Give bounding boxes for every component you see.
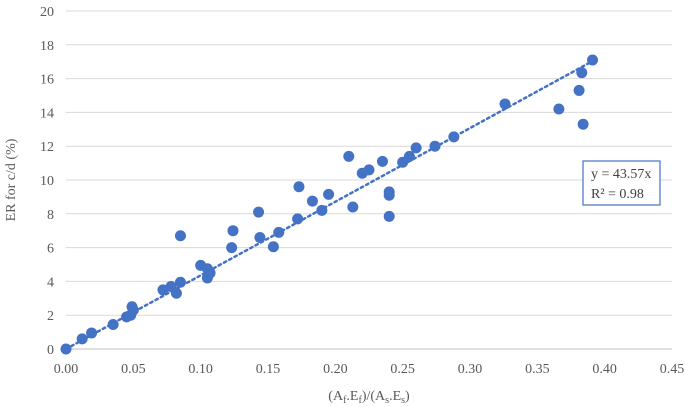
data-point [204, 267, 216, 279]
x-tick-label: 0.20 [323, 362, 348, 377]
y-tick-label: 12 [40, 140, 54, 155]
x-tick-label: 0.00 [54, 362, 79, 377]
data-point [174, 276, 186, 288]
trendline-r2: R² = 0.98 [591, 187, 644, 202]
data-point [499, 98, 511, 110]
data-point [410, 142, 422, 154]
x-tick-labels: 0.00 0.05 0.10 0.15 0.20 0.25 0.30 0.35 0.40 0.45 [54, 362, 685, 377]
data-point [107, 318, 119, 330]
data-point [174, 230, 186, 242]
y-tick-label: 4 [47, 275, 54, 290]
data-point [127, 304, 139, 316]
y-axis-title: ER for c/d (%) [4, 138, 19, 221]
equation-box-border [582, 160, 661, 206]
data-point [227, 225, 239, 237]
trendline-line [64, 60, 593, 351]
data-point [383, 189, 395, 201]
data-point [383, 210, 395, 222]
gridlines [66, 10, 672, 316]
data-point [587, 54, 599, 66]
data-point [403, 150, 415, 162]
y-tick-labels: 0 2 4 6 8 10 12 14 16 18 20 [40, 5, 54, 358]
data-point [343, 150, 355, 162]
x-tick-label: 0.35 [525, 362, 550, 377]
data-point [226, 242, 238, 254]
data-point [306, 195, 318, 207]
data-point [60, 343, 72, 355]
y-tick-label: 14 [40, 106, 54, 121]
data-point [292, 213, 304, 225]
trendline [64, 60, 593, 351]
x-tick-label: 0.45 [660, 362, 685, 377]
x-tick-label: 0.15 [256, 362, 281, 377]
data-point [347, 201, 359, 213]
y-tick-label: 18 [40, 39, 54, 54]
data-point [577, 118, 589, 130]
equation-box: y = 43.57x R² = 0.98 [582, 160, 661, 206]
x-tick-label: 0.10 [188, 362, 213, 377]
data-point [376, 155, 388, 167]
y-tick-label: 16 [40, 73, 54, 88]
data-point [253, 206, 265, 218]
y-tick-label: 2 [47, 309, 54, 324]
trendline-equation: y = 43.57x [591, 167, 651, 182]
y-tick-label: 20 [40, 5, 54, 20]
x-tick-label: 0.30 [458, 362, 483, 377]
data-point [363, 164, 375, 176]
data-point [553, 103, 565, 115]
y-tick-label: 0 [47, 343, 54, 358]
data-point [86, 327, 98, 339]
y-tick-label: 6 [47, 242, 54, 257]
y-tick-label: 8 [47, 208, 54, 223]
x-tick-label: 0.25 [390, 362, 415, 377]
data-points [60, 54, 599, 355]
data-point [76, 333, 88, 345]
x-tick-label: 0.05 [121, 362, 146, 377]
x-tick-label: 0.40 [592, 362, 617, 377]
y-tick-label: 10 [40, 174, 54, 189]
data-point [254, 231, 266, 243]
x-axis-title: (Af.Ef)/(As.Es) [328, 389, 410, 406]
data-point [576, 67, 588, 79]
data-point [429, 140, 441, 152]
data-point [170, 287, 182, 299]
data-point [267, 241, 279, 253]
data-point [273, 226, 285, 238]
data-point [293, 181, 305, 193]
data-point [448, 131, 460, 143]
data-point [573, 84, 585, 96]
data-point [316, 204, 328, 216]
data-point [323, 188, 335, 200]
